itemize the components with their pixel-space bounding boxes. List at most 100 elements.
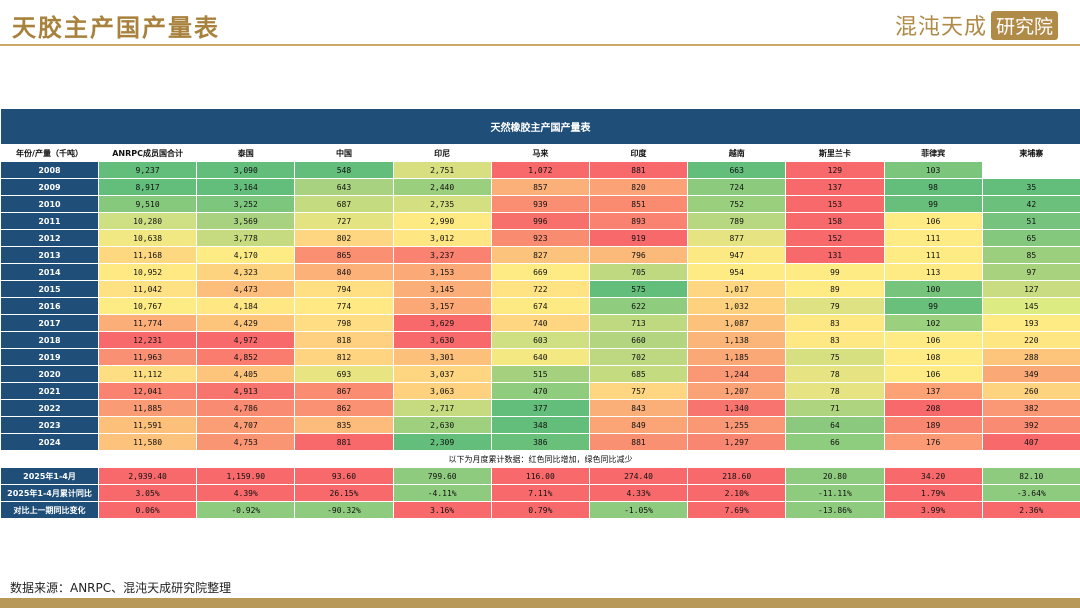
- table-cell: 1,340: [687, 399, 787, 417]
- table-cell: 288: [981, 348, 1080, 366]
- table-cell: 65: [981, 229, 1080, 247]
- table-row: 对比上一期同比变化 0.06% -0.92% -90.32% 3.16% 0.79% -1.…: [0, 501, 1080, 519]
- table-cell: 42: [981, 195, 1080, 213]
- table-cell: 99: [785, 263, 885, 281]
- table-cell: 111: [883, 229, 983, 247]
- table-cell: 663: [687, 161, 787, 179]
- table-cell: 4,753: [196, 433, 296, 451]
- row-label: 2016: [0, 297, 99, 315]
- table-cell: 1.79%: [883, 484, 983, 502]
- table-cell: 843: [588, 399, 689, 417]
- table-cell: 3.16%: [392, 501, 492, 519]
- table-cell: 66: [785, 433, 885, 451]
- table-cell: 176: [883, 433, 983, 451]
- table-cell: 4,852: [196, 348, 296, 366]
- table-row: 2009 8,917 3,164 643 2,440 857 820 724 137 98 35: [0, 178, 1080, 196]
- table-cell: 1,072: [490, 161, 590, 179]
- table-cell: 2,630: [392, 416, 492, 434]
- table-cell: 3,153: [392, 263, 492, 281]
- table-cell: 3,063: [392, 382, 492, 400]
- table-cell: 757: [588, 382, 689, 400]
- table-cell: 189: [883, 416, 983, 434]
- table-cell: 407: [981, 433, 1080, 451]
- row-label: 2011: [0, 212, 99, 230]
- column-header: 印度: [588, 144, 689, 162]
- table-cell: 812: [294, 348, 394, 366]
- table-cell: 640: [490, 348, 590, 366]
- table-cell: 548: [294, 161, 394, 179]
- table-row: 2014 10,952 4,323 840 3,153 669 705 954 99 113 97: [0, 263, 1080, 281]
- row-label: 2025年1-4月累计同比: [0, 484, 99, 502]
- table-cell: 4,972: [196, 331, 296, 349]
- table-cell: 127: [981, 280, 1080, 298]
- table-cell: 3,012: [392, 229, 492, 247]
- table-cell: 7.69%: [687, 501, 787, 519]
- column-header: 印尼: [392, 144, 492, 162]
- table-cell: -0.92%: [196, 501, 296, 519]
- table-cell: 939: [490, 195, 590, 213]
- table-cell: 78: [785, 365, 885, 383]
- row-label: 2023: [0, 416, 99, 434]
- table-cell: 99: [883, 195, 983, 213]
- table-cell: -90.32%: [294, 501, 394, 519]
- table-row: 2010 9,510 3,252 687 2,735 939 851 752 153 99 42: [0, 195, 1080, 213]
- table-cell: 2,751: [392, 161, 492, 179]
- table-row: 2025年1-4月累计同比 3.05% 4.39% 26.15% -4.11% 7.11%…: [0, 484, 1080, 502]
- column-header: ANRPC成员国合计: [97, 144, 198, 162]
- table-cell: 1,138: [687, 331, 787, 349]
- table-cell: -3.64%: [981, 484, 1080, 502]
- table-cell: 98: [883, 178, 983, 196]
- table-cell: 274.40: [588, 467, 689, 485]
- table-cell: 4,786: [196, 399, 296, 417]
- logo-text: 混沌天成: [894, 15, 987, 40]
- table-row: 2015 11,042 4,473 794 3,145 722 575 1,017 89 100 1…: [0, 280, 1080, 298]
- table-cell: 669: [490, 263, 590, 281]
- table-cell: 2,717: [392, 399, 492, 417]
- table-cell: 865: [294, 246, 394, 264]
- table-cell: 20.80: [785, 467, 885, 485]
- table-cell: 3.99%: [883, 501, 983, 519]
- table-cell: 11,885: [97, 399, 198, 417]
- table-cell: 9,510: [97, 195, 198, 213]
- table-cell: 11,580: [97, 433, 198, 451]
- table-cell: 1,297: [687, 433, 787, 451]
- table-cell: 11,963: [97, 348, 198, 366]
- table-cell: 798: [294, 314, 394, 332]
- table-cell: 674: [490, 297, 590, 315]
- table-cell: 11,774: [97, 314, 198, 332]
- table-cell: 752: [687, 195, 787, 213]
- row-label: 2017: [0, 314, 99, 332]
- row-label: 2020: [0, 365, 99, 383]
- table-cell: 153: [785, 195, 885, 213]
- table-cell: 727: [294, 212, 394, 230]
- table-cell: 377: [490, 399, 590, 417]
- table-cell: 789: [687, 212, 787, 230]
- table-cell: 4,170: [196, 246, 296, 264]
- table-row: 2023 11,591 4,707 835 2,630 348 849 1,255 64 189 3…: [0, 416, 1080, 434]
- table-cell: 643: [294, 178, 394, 196]
- table-note: 以下为月度累计数据：红色同比增加，绿色同比减少: [0, 450, 1080, 468]
- table-cell: 3,252: [196, 195, 296, 213]
- table-cell: 82.10: [981, 467, 1080, 485]
- table-cell: 392: [981, 416, 1080, 434]
- table-cell: 954: [687, 263, 787, 281]
- table-cell: 2,990: [392, 212, 492, 230]
- table-cell: 10,952: [97, 263, 198, 281]
- table-cell: 923: [490, 229, 590, 247]
- table-cell: 724: [687, 178, 787, 196]
- table-cell: 137: [883, 382, 983, 400]
- table-cell: 11,591: [97, 416, 198, 434]
- table-cell: 799.60: [392, 467, 492, 485]
- table-cell: 137: [785, 178, 885, 196]
- row-label: 2019: [0, 348, 99, 366]
- row-label: 2010: [0, 195, 99, 213]
- table-cell: 893: [588, 212, 689, 230]
- table-cell: 796: [588, 246, 689, 264]
- table-cell: 4,707: [196, 416, 296, 434]
- table-row: 2022 11,885 4,786 862 2,717 377 843 1,340 71 208 3…: [0, 399, 1080, 417]
- table-cell: 1,244: [687, 365, 787, 383]
- table-cell: 1,032: [687, 297, 787, 315]
- table-cell: 660: [588, 331, 689, 349]
- table-row: 2024 11,580 4,753 881 2,309 386 881 1,297 66 176 4…: [0, 433, 1080, 451]
- table-cell: 881: [588, 161, 689, 179]
